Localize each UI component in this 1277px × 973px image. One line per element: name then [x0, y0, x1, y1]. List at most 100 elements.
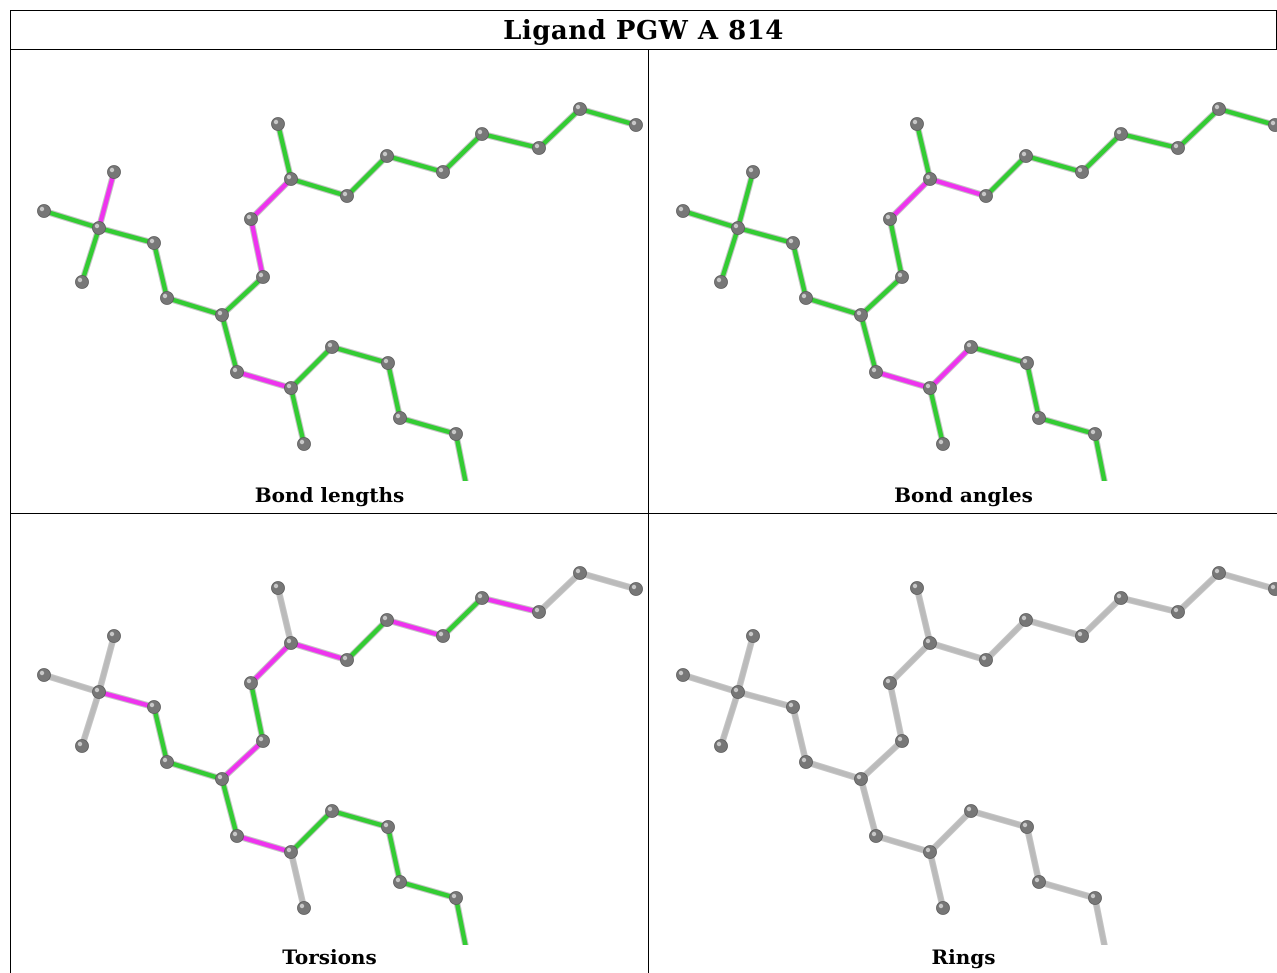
atom-highlight [246, 214, 252, 220]
molecule-diagram-rings [676, 566, 1277, 945]
atom-highlight [938, 439, 944, 445]
atom-highlight [1034, 413, 1040, 419]
atom [1020, 356, 1034, 370]
atom [714, 275, 728, 289]
atom [923, 845, 937, 859]
atom-highlight [162, 293, 168, 299]
bond [927, 176, 989, 199]
atom [1171, 605, 1185, 619]
bond [1036, 879, 1098, 901]
bond [219, 776, 240, 839]
atom-highlight [1090, 429, 1096, 435]
bond [735, 633, 756, 695]
atom [1075, 165, 1089, 179]
atom-highlight [286, 638, 292, 644]
atom [629, 582, 643, 596]
atom [786, 700, 800, 714]
bond [887, 680, 905, 744]
bond [718, 689, 741, 749]
bond [1175, 106, 1222, 151]
atom-highlight [801, 757, 807, 763]
atom [107, 629, 121, 643]
atom-highlight [925, 638, 931, 644]
atom [979, 653, 993, 667]
bond [968, 808, 1030, 830]
bond [234, 833, 294, 855]
atom-highlight [1214, 568, 1220, 574]
atom-highlight [678, 206, 684, 212]
bond [79, 689, 102, 749]
bond [248, 176, 294, 222]
bond [329, 808, 391, 830]
bond [344, 617, 390, 663]
atom-highlight [451, 893, 457, 899]
bond [219, 738, 266, 782]
atom-highlight [631, 120, 637, 126]
atom [284, 636, 298, 650]
atom [532, 141, 546, 155]
bond [1118, 595, 1181, 615]
atom [449, 891, 463, 905]
atom-highlight [716, 741, 722, 747]
bond [329, 344, 391, 366]
bond [914, 121, 933, 182]
atom [297, 437, 311, 451]
atom-highlight [286, 383, 292, 389]
atom-highlight [382, 615, 388, 621]
atom [449, 427, 463, 441]
atom [964, 340, 978, 354]
atom-highlight [981, 191, 987, 197]
atom-highlight [925, 383, 931, 389]
atom [1075, 629, 1089, 643]
panel-rings: Rings [650, 515, 1277, 973]
atom-highlight [438, 167, 444, 173]
atom [1114, 591, 1128, 605]
atom-highlight [327, 342, 333, 348]
atom-highlight [382, 151, 388, 157]
atom [325, 340, 339, 354]
title-separator [10, 49, 1277, 50]
atom-highlight [246, 678, 252, 684]
atom-highlight [286, 847, 292, 853]
atom [381, 356, 395, 370]
atom [393, 411, 407, 425]
bond [384, 153, 446, 175]
atom-highlight [938, 903, 944, 909]
atom-highlight [232, 367, 238, 373]
atom-highlight [477, 129, 483, 135]
atom-highlight [1077, 167, 1083, 173]
atom [910, 581, 924, 595]
atom [1019, 613, 1033, 627]
bond [453, 895, 468, 945]
atom [256, 734, 270, 748]
atom [284, 845, 298, 859]
atom [230, 829, 244, 843]
atom-highlight [912, 119, 918, 125]
bond [1079, 131, 1124, 175]
bond [96, 689, 157, 710]
panel-bond-lengths: Bond lengths [11, 51, 648, 514]
atom-highlight [342, 655, 348, 661]
atom [147, 236, 161, 250]
bond [887, 640, 933, 686]
bond [79, 225, 102, 285]
bond [735, 225, 796, 246]
atom-highlight [801, 293, 807, 299]
atom [573, 566, 587, 580]
atom-highlight [217, 774, 223, 780]
atom [75, 275, 89, 289]
bond [453, 431, 468, 481]
atom [854, 772, 868, 786]
bond [536, 106, 583, 151]
bond [248, 680, 266, 744]
bond [479, 131, 542, 151]
bond [275, 121, 294, 182]
bond [858, 312, 879, 375]
atom-highlight [1173, 607, 1179, 613]
bond [858, 776, 879, 839]
atom [230, 365, 244, 379]
atom [1019, 149, 1033, 163]
atom-highlight [77, 741, 83, 747]
atom-highlight [1214, 104, 1220, 110]
atom-highlight [109, 167, 115, 173]
